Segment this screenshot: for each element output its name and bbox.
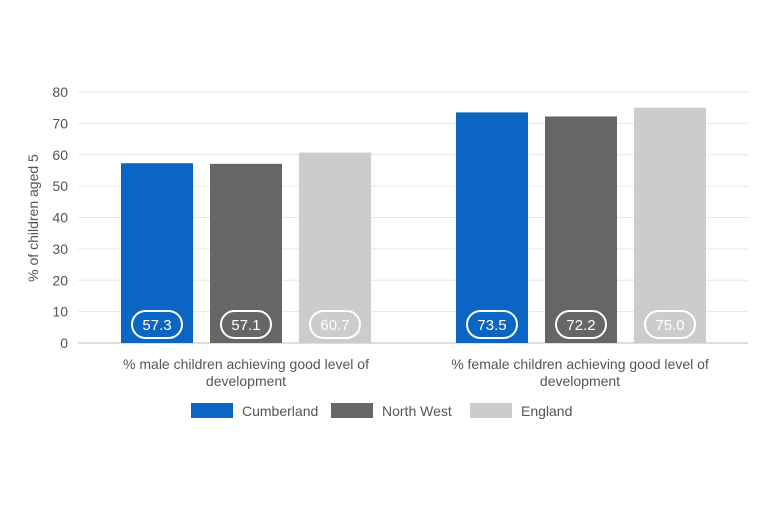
y-axis: 0 10 20 30 40 50 60 70 80: [52, 84, 68, 351]
legend-label: North West: [382, 403, 452, 419]
bar-england: [634, 107, 706, 343]
data-label-pill: [555, 310, 607, 339]
y-tick-label: 70: [52, 115, 68, 131]
y-tick-label: 40: [52, 210, 68, 226]
legend-swatch: [331, 403, 373, 418]
legend: Cumberland North West England: [191, 403, 572, 419]
y-tick-label: 10: [52, 304, 68, 320]
category-label: development: [540, 373, 620, 389]
y-tick-label: 80: [52, 84, 68, 100]
bar-cumberland: [456, 112, 528, 343]
category-label: % female children achieving good level o…: [451, 356, 709, 372]
data-label-pill: [309, 310, 361, 339]
data-label-pill: [644, 310, 696, 339]
data-labels: 57.3 73.5 57.1 72.2 60.7 75.0: [131, 310, 696, 339]
y-tick-label: 30: [52, 241, 68, 257]
data-label: 73.5: [477, 317, 506, 334]
legend-swatch: [470, 403, 512, 418]
legend-label: Cumberland: [242, 403, 318, 419]
y-tick-label: 50: [52, 178, 68, 194]
data-label: 72.2: [566, 317, 595, 334]
data-label: 75.0: [655, 317, 684, 334]
legend-swatch: [191, 403, 233, 418]
y-axis-title: % of children aged 5: [25, 154, 41, 282]
legend-label: England: [521, 403, 572, 419]
bars: [121, 107, 706, 343]
y-tick-label: 20: [52, 272, 68, 288]
category-label: % male children achieving good level of: [123, 356, 369, 372]
y-tick-label: 60: [52, 147, 68, 163]
data-label-pill: [466, 310, 518, 339]
category-label: development: [206, 373, 286, 389]
x-axis-categories: % male children achieving good level ofd…: [123, 356, 709, 389]
data-label-pill: [220, 310, 272, 339]
data-label: 57.3: [142, 317, 171, 334]
data-label-pill: [131, 310, 183, 339]
bar-north-west: [545, 116, 617, 343]
y-tick-label: 0: [60, 335, 68, 351]
data-label: 57.1: [231, 317, 260, 334]
data-label: 60.7: [320, 317, 349, 334]
